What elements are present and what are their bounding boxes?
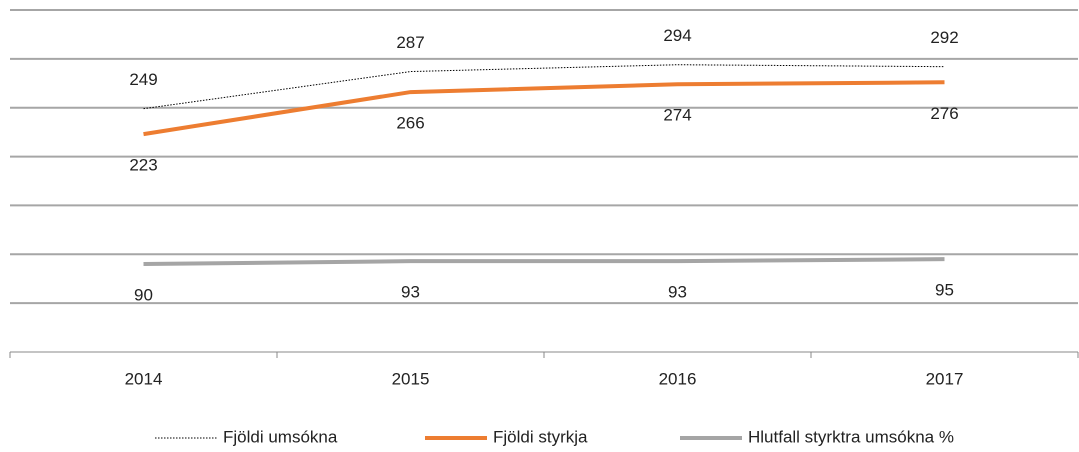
data-label: 266 — [396, 114, 424, 133]
data-label: 90 — [134, 286, 153, 305]
data-label: 274 — [663, 106, 691, 125]
data-label: 223 — [129, 156, 157, 175]
data-label: 276 — [930, 104, 958, 123]
data-label: 93 — [668, 283, 687, 302]
data-label: 249 — [129, 70, 157, 89]
data-label: 93 — [401, 283, 420, 302]
data-label: 292 — [930, 28, 958, 47]
data-label: 287 — [396, 33, 424, 52]
series-line — [143, 80, 945, 137]
x-tick-label: 2014 — [125, 369, 163, 388]
x-tick-label: 2015 — [392, 369, 430, 388]
x-tick-label: 2016 — [659, 369, 697, 388]
legend-label: Hlutfall styrktra umsókna % — [748, 427, 954, 446]
series-line — [143, 64, 945, 110]
x-tick-label: 2017 — [926, 369, 964, 388]
data-label: 294 — [663, 26, 691, 45]
legend-label: Fjöldi umsókna — [223, 427, 338, 446]
series-line — [143, 257, 945, 267]
legend-label: Fjöldi styrkja — [493, 427, 588, 446]
data-label: 95 — [935, 281, 954, 300]
